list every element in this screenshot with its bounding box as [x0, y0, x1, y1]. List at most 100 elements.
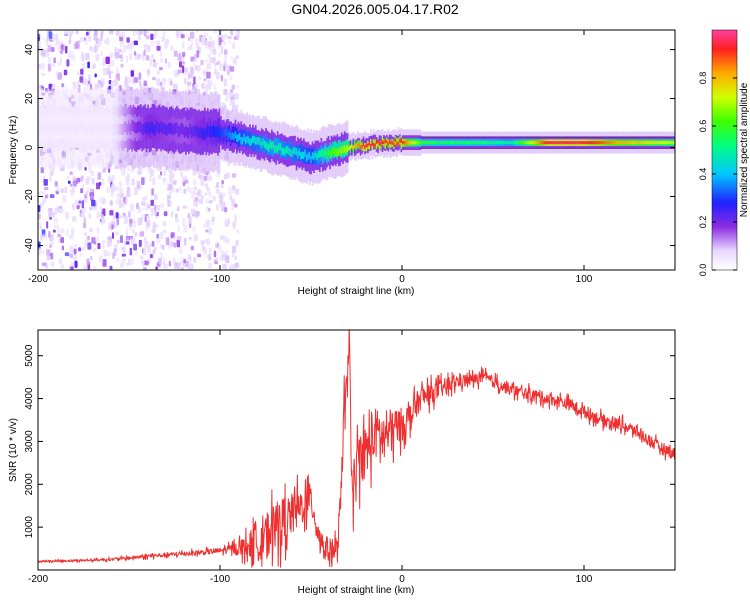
heatmap-ridge-cell: [620, 141, 623, 145]
heatmap-ridge-cell: [337, 140, 340, 157]
heatmap-noise-cell: [171, 211, 174, 218]
heatmap-noise-cell: [86, 186, 91, 193]
heatmap-ridge-cell: [445, 141, 448, 145]
heatmap-noise-cell: [195, 88, 199, 94]
heatmap-ridge-cell: [288, 147, 291, 156]
heatmap-noise-cell: [146, 215, 149, 223]
heatmap-noise-cell: [216, 181, 219, 188]
heatmap-ridge-cell: [139, 121, 142, 133]
heatmap-ridge-cell: [588, 141, 591, 145]
heatmap-ridge-cell: [113, 123, 116, 134]
heatmap-noise-cell: [152, 177, 156, 186]
heatmap-noise-cell: [100, 31, 103, 40]
heatmap-noise-cell: [178, 52, 182, 61]
heatmap-noise-cell: [45, 52, 50, 57]
heatmap-noise-cell: [120, 193, 124, 199]
heatmap-noise-cell: [151, 212, 154, 217]
heatmap-noise-cell: [120, 215, 125, 219]
heatmap-noise-cell: [219, 202, 224, 208]
heatmap-ridge-cell: [649, 141, 652, 145]
heatmap-ridge-cell: [428, 141, 431, 145]
heatmap-ridge-cell: [425, 141, 428, 145]
heatmap-noise-cell: [236, 229, 240, 234]
heatmap-noise-cell: [208, 253, 211, 261]
heatmap-noise-cell: [54, 33, 59, 40]
heatmap-noise-cell: [198, 194, 202, 198]
heatmap-ridge-cell: [377, 139, 380, 144]
heatmap-noise-cell: [60, 237, 64, 244]
heatmap-noise-cell: [177, 206, 180, 211]
heatmap-noise-cell: [189, 187, 192, 194]
heatmap-noise-cell: [108, 71, 112, 80]
heatmap-noise-cell: [150, 199, 154, 206]
heatmap-noise-cell: [215, 71, 220, 80]
heatmap-noise-cell: [165, 237, 170, 246]
heatmap-ridge-cell: [78, 120, 81, 132]
heatmap-ridge-cell: [128, 120, 131, 132]
heatmap-ridge-cell: [297, 151, 300, 159]
heatmap-noise-cell: [91, 47, 94, 53]
heatmap-ridge-cell: [434, 141, 436, 145]
heatmap-ridge-cell: [228, 130, 231, 138]
heatmap-noise-cell: [197, 65, 201, 70]
heatmap-ridge-cell: [254, 137, 257, 145]
heatmap-noise-cell: [186, 186, 190, 192]
heatmap-ridge-cell: [246, 135, 249, 144]
heatmap-ridge-cell: [257, 137, 260, 145]
heatmap-ridge-cell: [493, 141, 496, 145]
heatmap-noise-cell: [221, 34, 226, 41]
heatmap-noise-cell: [133, 235, 137, 243]
heatmap-noise-cell: [148, 250, 152, 255]
heatmap-ridge-cell: [337, 148, 340, 156]
heatmap-noise-cell: [216, 203, 219, 211]
heatmap-noise-cell: [164, 42, 168, 49]
heatmap-noise-cell: [223, 201, 226, 209]
heatmap-noise-cell: [139, 231, 144, 237]
heatmap-ridge-cell: [460, 141, 463, 145]
heatmap-ridge-cell: [368, 141, 371, 150]
heatmap-noise-cell: [97, 243, 101, 250]
heatmap-ridge-cell: [467, 141, 470, 145]
heatmap-noise-cell: [41, 72, 46, 77]
heatmap-ridge-cell: [569, 141, 572, 145]
heatmap-ridge-cell: [617, 141, 620, 145]
heatmap-noise-cell: [143, 43, 148, 50]
heatmap-noise-cell: [129, 247, 133, 256]
heatmap-noise-cell: [143, 196, 148, 201]
heatmap-ridge-cell: [388, 140, 391, 149]
heatmap-ridge-cell: [412, 140, 415, 145]
heatmap-noise-cell: [146, 69, 151, 74]
heatmap-noise-cell: [88, 30, 91, 33]
heatmap-noise-cell: [235, 55, 238, 60]
heatmap-ridge-cell: [118, 123, 120, 135]
heatmap-ridge-cell: [394, 138, 397, 143]
heatmap-noise-cell: [132, 30, 136, 37]
heatmap-ridge-cell: [151, 122, 154, 134]
heatmap-ridge-cell: [652, 141, 655, 145]
heatmap-noise-cell: [224, 49, 228, 55]
heatmap-ridge-cell: [70, 123, 72, 135]
heatmap-noise-cell: [138, 239, 142, 247]
heatmap-noise-cell: [61, 83, 65, 88]
heatmap-noise-cell: [41, 191, 45, 196]
heatmap-noise-cell: [122, 33, 126, 38]
heatmap-ridge-cell: [531, 141, 534, 145]
heatmap-noise-cell: [187, 219, 192, 224]
heatmap-ridge-cell: [359, 139, 362, 148]
heatmap-noise-cell: [192, 187, 195, 192]
heatmap-ridge-cell: [107, 122, 110, 134]
heatmap-noise-cell: [85, 237, 89, 244]
heatmap-noise-cell: [41, 65, 45, 70]
heatmap-noise-cell: [169, 170, 172, 175]
heatmap-noise-cell: [196, 30, 198, 33]
heatmap-noise-cell: [76, 30, 79, 35]
heatmap-ridge-cell: [514, 141, 516, 145]
heatmap-ridge-cell: [247, 136, 250, 144]
heatmap-ridge-cell: [387, 142, 390, 146]
heatmap-noise-cell: [41, 63, 45, 67]
heatmap-noise-cell: [168, 260, 171, 267]
heatmap-noise-cell: [229, 92, 234, 97]
heatmap-noise-cell: [119, 181, 122, 187]
figure-title: GN04.2026.005.04.17.R02: [291, 1, 459, 17]
